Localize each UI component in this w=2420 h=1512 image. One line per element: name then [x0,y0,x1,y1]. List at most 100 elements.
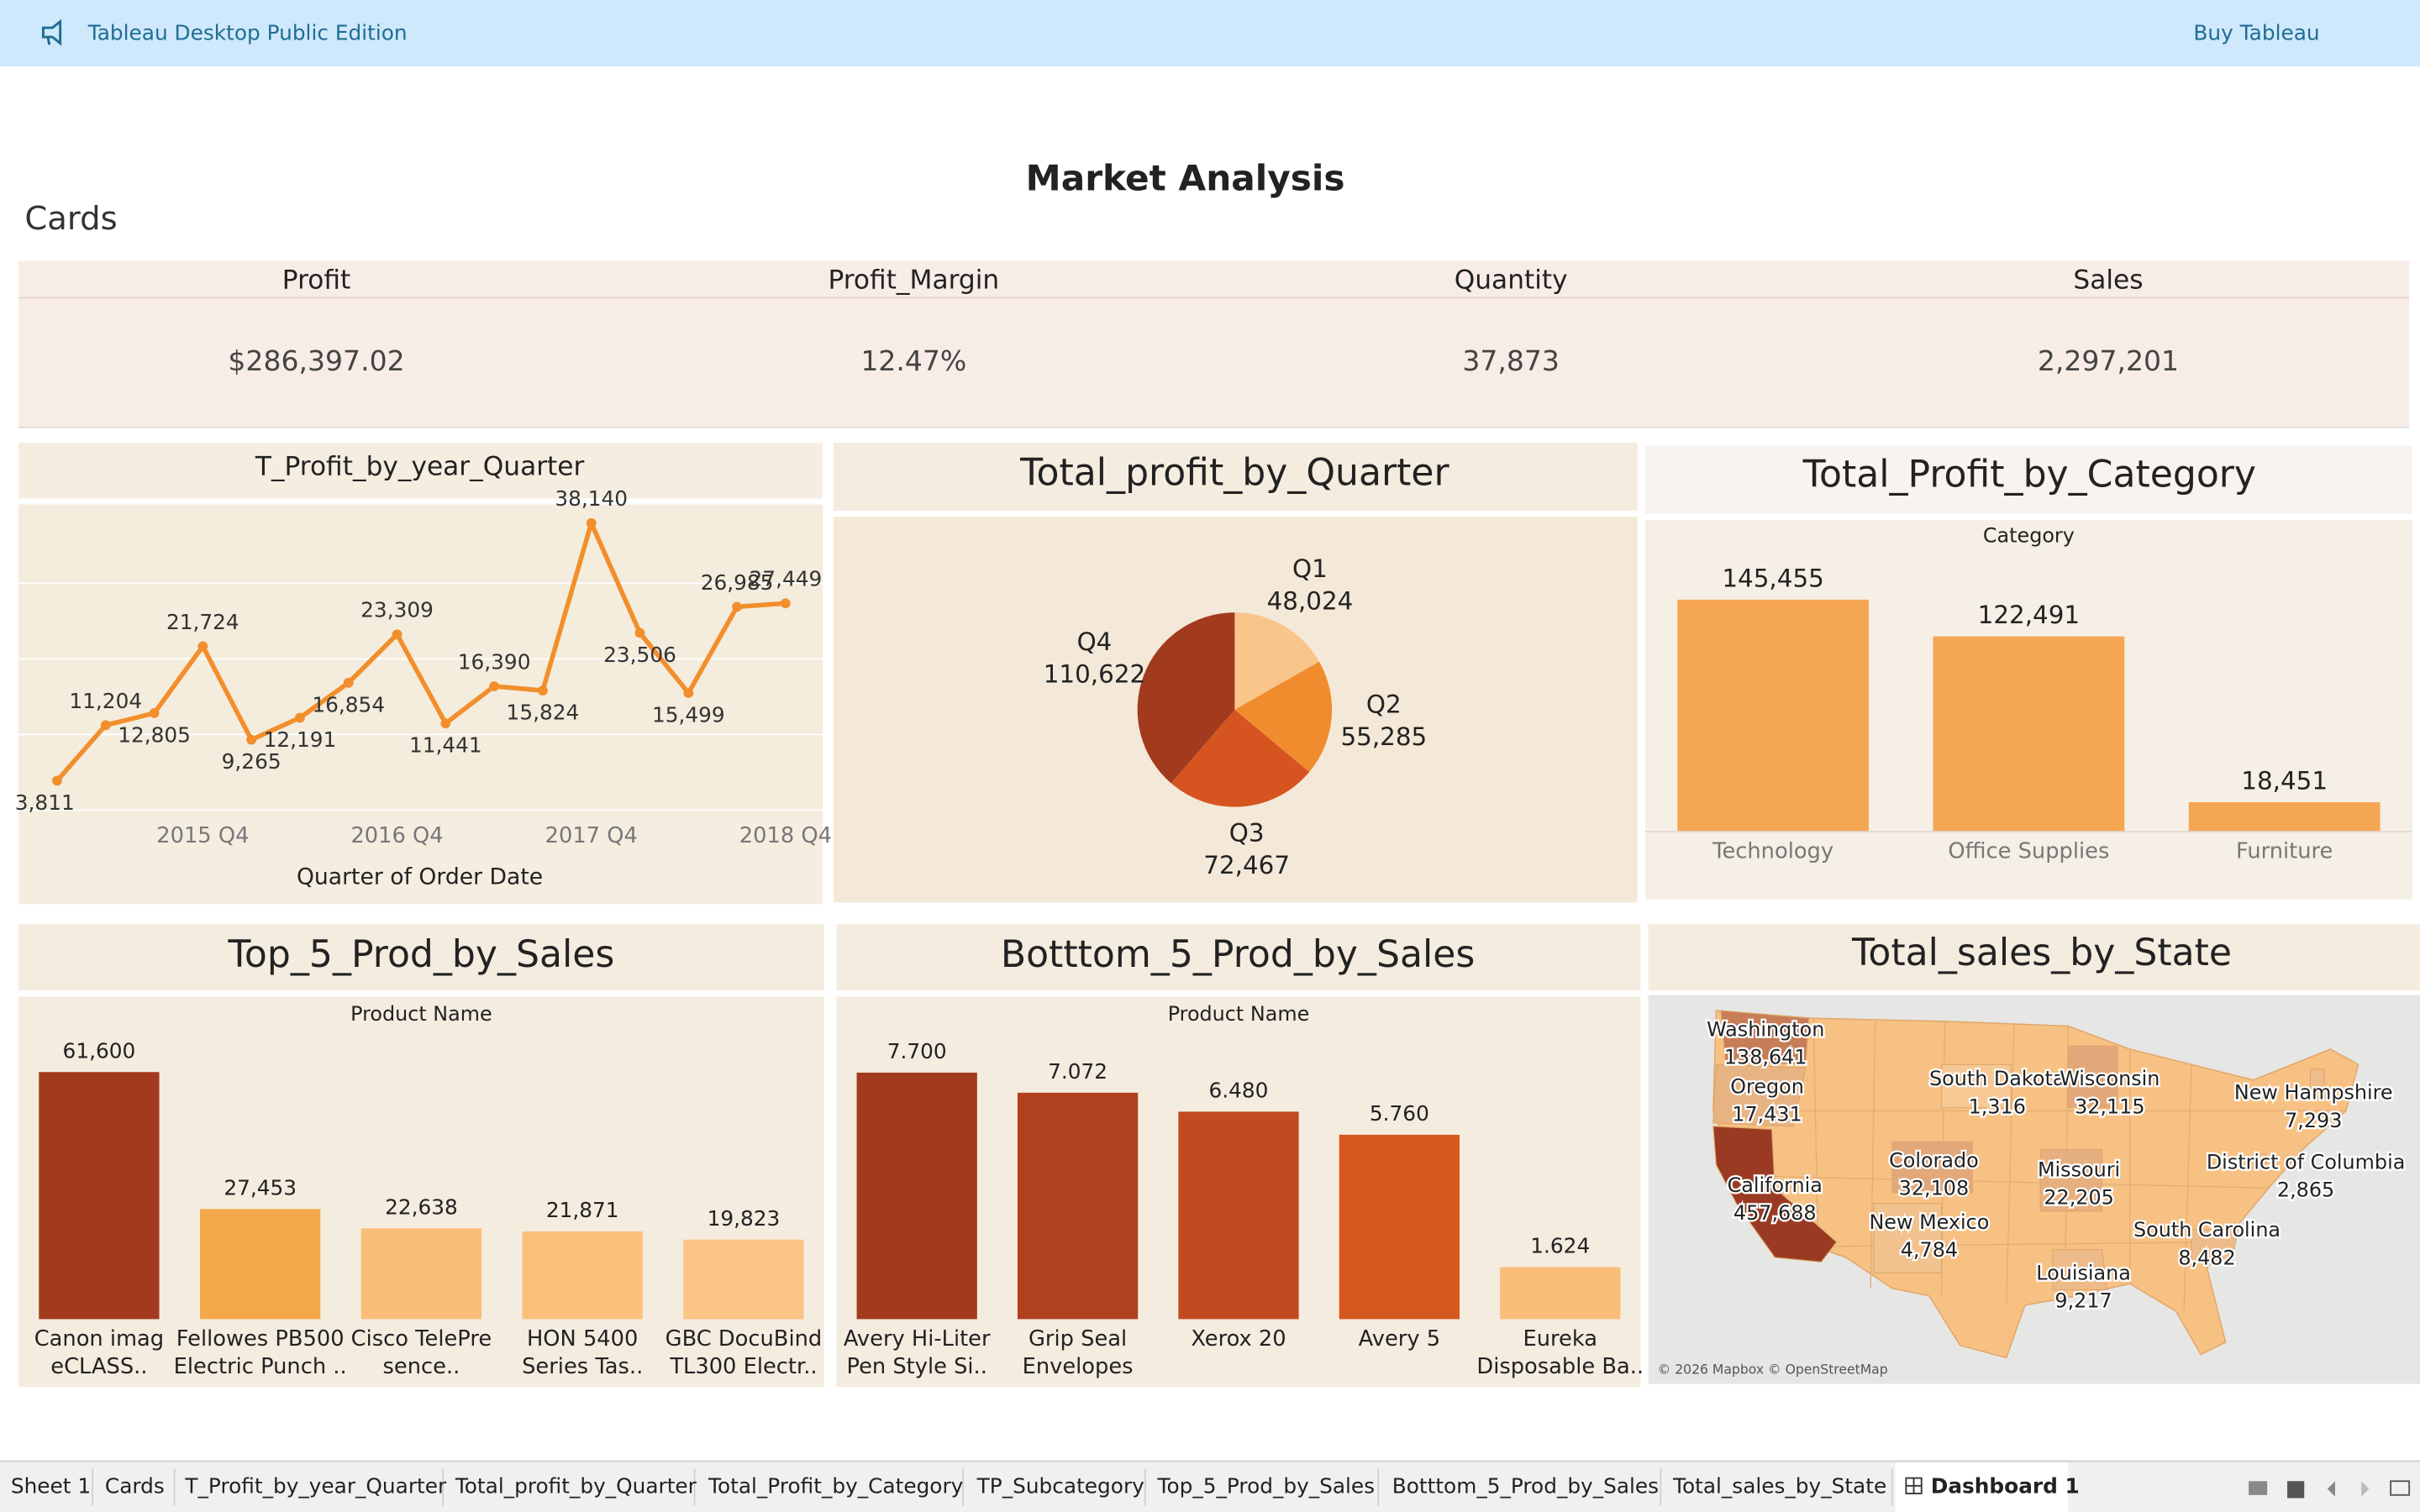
state-name: South Dakota [1929,1067,2065,1090]
point [52,775,62,786]
bar [1677,599,1869,832]
data-label: 12,191 [264,727,337,752]
chart-title: Botttom_5_Prod_by_Sales [1001,933,1475,976]
sheet-tab[interactable]: Dashboard 1 [1931,1474,2080,1499]
card-label: Quantity [1455,265,1568,295]
x-tick-label: Disposable Ba.. [1476,1354,1644,1379]
data-label: 19,823 [708,1206,781,1231]
sheet-tab[interactable]: T_Profit_by_year_Quarter [184,1474,447,1499]
sheet-tab[interactable]: TP_Subcategory [976,1474,1144,1499]
chart-title: T_Profit_by_year_Quarter [255,452,585,482]
buy-button[interactable]: Buy Tableau [2193,20,2319,45]
point [100,720,111,731]
state-name: Washington [1707,1017,1824,1041]
grid [18,582,823,811]
bar [856,1072,977,1320]
state-name: Colorado [1889,1149,1979,1173]
point [781,598,791,609]
control-icon[interactable] [2287,1481,2305,1499]
card-value: $286,397.02 [228,344,404,377]
data-label: 18,451 [2241,767,2328,795]
chart-title: Total_sales_by_State [1851,932,2232,974]
state-value: 32,115 [2075,1095,2145,1118]
sheet-tab[interactable]: Botttom_5_Prod_by_Sales [1392,1474,1659,1499]
cards-panel [18,260,2410,428]
plot-area [18,504,823,818]
pie-slice [1137,612,1235,784]
data-label: 16,854 [312,692,385,717]
state [1941,1063,2012,1109]
sheet-tab[interactable]: Total_Profit_by_Category [708,1474,963,1499]
bar [522,1231,643,1320]
data-label: 21,724 [166,610,239,634]
bar [1339,1134,1460,1320]
data-label: 21,871 [546,1198,619,1222]
active-tab-bg [1895,1462,2069,1512]
point [295,712,305,723]
state [2255,1153,2266,1164]
axis-header: Category [1983,524,2075,548]
x-tick-label: GBC DocuBind [666,1326,823,1352]
x-axis-title: Quarter of Order Date [297,864,543,890]
data-label: 27,449 [750,567,823,591]
x-tick-label: Avery 5 [1359,1326,1440,1352]
chart-title: Total_Profit_by_Category [1802,454,2256,496]
state-value: 7,293 [2285,1109,2342,1132]
point [197,641,208,652]
bar [1017,1092,1139,1320]
control-icon[interactable] [2361,1481,2370,1497]
sheet-tab[interactable]: Sheet 1 [11,1474,91,1499]
panel-title-bg [1644,445,2412,514]
panel-title-bg [833,443,1638,511]
bar [360,1228,482,1320]
state-value: 22,205 [2044,1186,2114,1210]
slice-label: Q4 [1077,627,1113,656]
data-label: 27,453 [224,1175,297,1200]
x-tick-label: Avery Hi-Liter [844,1326,991,1352]
state-name: District of Columbia [2207,1150,2406,1173]
card-label: Sales [2073,265,2143,295]
bar [39,1072,160,1320]
sheet-tab[interactable]: Total_sales_by_State [1672,1474,1886,1499]
state [2052,1249,2107,1291]
sheet-tab[interactable]: Total_profit_by_Quarter [455,1474,697,1499]
x-tick-label: Office Supplies [1948,838,2109,864]
chart-title: Total_profit_by_Quarter [1019,452,1449,495]
state [2191,1229,2238,1263]
sheet-tab[interactable]: Top_5_Prod_by_Sales [1157,1474,1376,1499]
data-label: 12,805 [118,723,191,748]
data-label: 11,204 [69,689,142,713]
megaphone-icon [41,18,62,46]
bar [1500,1267,1621,1320]
control-icon[interactable] [2327,1481,2335,1497]
x-tick-label: 2015 Q4 [156,823,249,848]
card-label: Profit_Margin [829,265,1000,295]
data-label: 7.700 [887,1039,947,1063]
x-tick-label: Cisco TelePre [351,1326,492,1352]
app-title: Tableau Desktop Public Edition [87,20,408,45]
control-icon[interactable] [2390,1480,2411,1496]
x-tick-label: 2016 Q4 [350,823,443,848]
state-value: 32,108 [1899,1177,1970,1200]
x-tick-label: sence.. [383,1354,460,1379]
data-label: 145,455 [1722,564,1823,593]
x-tick-label: Canon imag [34,1326,164,1352]
x-tick-label: HON 5400 [527,1326,638,1352]
tab-controls [2249,1480,2411,1499]
state [1873,1203,1943,1273]
state [1720,1010,1810,1065]
state-name: Louisiana [2036,1262,2131,1285]
slice-label: Q3 [1229,819,1265,848]
state-name: New Mexico [1869,1210,1989,1234]
app-bar [0,0,2420,66]
sheet-tab[interactable]: Cards [105,1474,165,1499]
dashboard-title: Market Analysis [1026,157,1345,198]
state-value: 2,865 [2277,1178,2334,1201]
state-value: 8,482 [2178,1246,2235,1269]
control-icon[interactable] [2249,1481,2268,1495]
slice-value: 72,467 [1203,851,1290,879]
slice-label: Q2 [1366,690,1402,718]
state-name: Missouri [2038,1158,2120,1182]
